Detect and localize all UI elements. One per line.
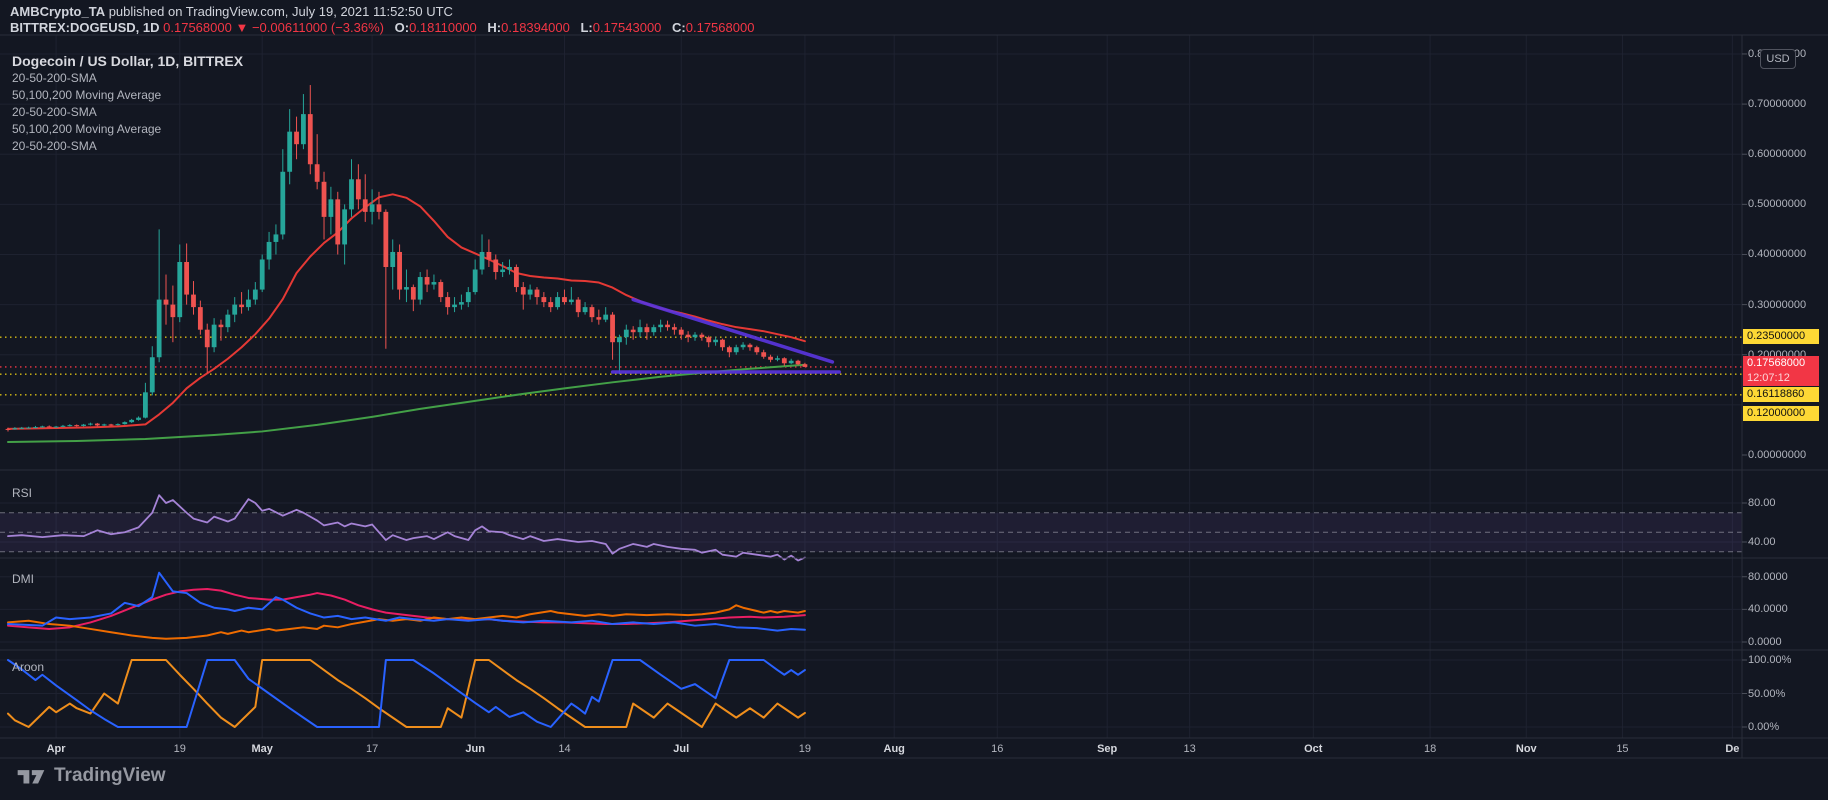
open-value: 0.18110000 <box>409 20 477 35</box>
high-value: 0.18394000 <box>501 20 570 35</box>
time-label-de-16: De <box>1725 743 1740 755</box>
time-label-jul-6: Jul <box>673 743 690 755</box>
time-label-14-5: 14 <box>558 743 571 755</box>
time-label-nov-14: Nov <box>1515 743 1537 755</box>
aroon-tick-2: 0.00% <box>1748 721 1780 733</box>
time-label-13-11: 13 <box>1183 743 1196 755</box>
direction-down-icon: ▼ <box>235 20 249 35</box>
legend-indicator-sma-2[interactable]: 20-50-200-SMA <box>12 105 97 119</box>
aroon-tick-1: 50.00% <box>1748 687 1786 700</box>
dmi-tick-1: 40.0000 <box>1748 603 1788 616</box>
legend-indicator-ma-1[interactable]: 50,100,200 Moving Average <box>12 88 162 102</box>
rsi-tick-1: 40.00 <box>1748 536 1776 548</box>
legend-indicator-sma-1[interactable]: 20-50-200-SMA <box>12 71 97 85</box>
price-change: −0.00611000 (−3.36%) <box>251 20 384 35</box>
tradingview-logo-icon <box>17 770 45 784</box>
symbol-line: BITTREX:DOGEUSD, 1D 0.17568000 ▼ −0.0061… <box>10 20 754 35</box>
last-price-value: 0.17568000 <box>1747 357 1806 369</box>
price-tick-4: 0.40000000 <box>1748 248 1807 261</box>
time-label-15-15: 15 <box>1616 743 1629 755</box>
symbol-interval: BITTREX:DOGEUSD, 1D <box>10 20 160 35</box>
time-label-sep-10: Sep <box>1097 743 1118 755</box>
legend-indicator-ma-2[interactable]: 50,100,200 Moving Average <box>12 122 162 136</box>
dmi-tick-0: 80.0000 <box>1748 570 1788 583</box>
time-label-17-3: 17 <box>365 743 379 755</box>
currency-toggle-button[interactable]: USD <box>1760 49 1796 69</box>
time-label-apr-0: Apr <box>46 743 66 755</box>
time-axis[interactable] <box>0 738 1742 760</box>
time-label-jun-4: Jun <box>465 743 485 755</box>
dmi-pane-label[interactable]: DMI <box>12 572 34 586</box>
time-label-19-1: 19 <box>173 743 186 755</box>
dmi-tick-2: 0.0000 <box>1748 636 1782 648</box>
rsi-pane-label[interactable]: RSI <box>12 486 33 500</box>
low-label: L: <box>580 20 593 35</box>
time-label-19-7: 19 <box>798 743 812 755</box>
last-price: 0.17568000 <box>163 20 232 35</box>
price-tick-3: 0.50000000 <box>1748 198 1807 211</box>
close-label: C: <box>672 20 686 35</box>
tradingview-logo-text: TradingView <box>54 765 166 786</box>
price-label-last: 0.17568000 12:07:12 <box>1743 356 1819 386</box>
aroon-pane-label[interactable]: Aroon <box>12 660 45 674</box>
price-tick-1: 0.70000000 <box>1748 98 1807 111</box>
publisher-line: AMBCrypto_TA published on TradingView.co… <box>10 4 453 19</box>
price-label-resistance: 0.23500000 <box>1743 329 1819 344</box>
author-name: AMBCrypto_TA <box>10 4 106 19</box>
price-tick-2: 0.60000000 <box>1748 148 1807 161</box>
tradingview-logo[interactable]: TradingView <box>16 764 166 788</box>
price-tick-5: 0.30000000 <box>1748 298 1807 311</box>
close-value: 0.17568000 <box>685 20 755 35</box>
chart-legend: Dogecoin / US Dollar, 1D, BITTREX 20-50-… <box>12 52 243 155</box>
legend-indicator-sma-3[interactable]: 20-50-200-SMA <box>12 139 97 153</box>
legend-symbol-title[interactable]: Dogecoin / US Dollar, 1D, BITTREX <box>12 53 244 69</box>
rsi-tick-0: 80.00 <box>1748 497 1776 509</box>
price-tick-7: 0.00000000 <box>1748 449 1807 461</box>
high-label: H: <box>487 20 502 35</box>
bar-countdown: 12:07:12 <box>1747 372 1790 384</box>
low-value: 0.17543000 <box>592 20 662 35</box>
publish-info: published on TradingView.com, July 19, 2… <box>105 4 453 19</box>
time-label-18-13: 18 <box>1423 743 1437 755</box>
price-label-support-2: 0.12000000 <box>1743 406 1819 421</box>
time-label-may-2: May <box>251 743 273 755</box>
price-label-support-1: 0.16118860 <box>1743 387 1819 402</box>
time-label-16-9: 16 <box>991 743 1004 755</box>
aroon-tick-0: 100.00% <box>1748 654 1792 666</box>
time-label-aug-8: Aug <box>883 743 905 755</box>
time-label-oct-12: Oct <box>1304 743 1323 755</box>
open-label: O: <box>394 20 410 35</box>
